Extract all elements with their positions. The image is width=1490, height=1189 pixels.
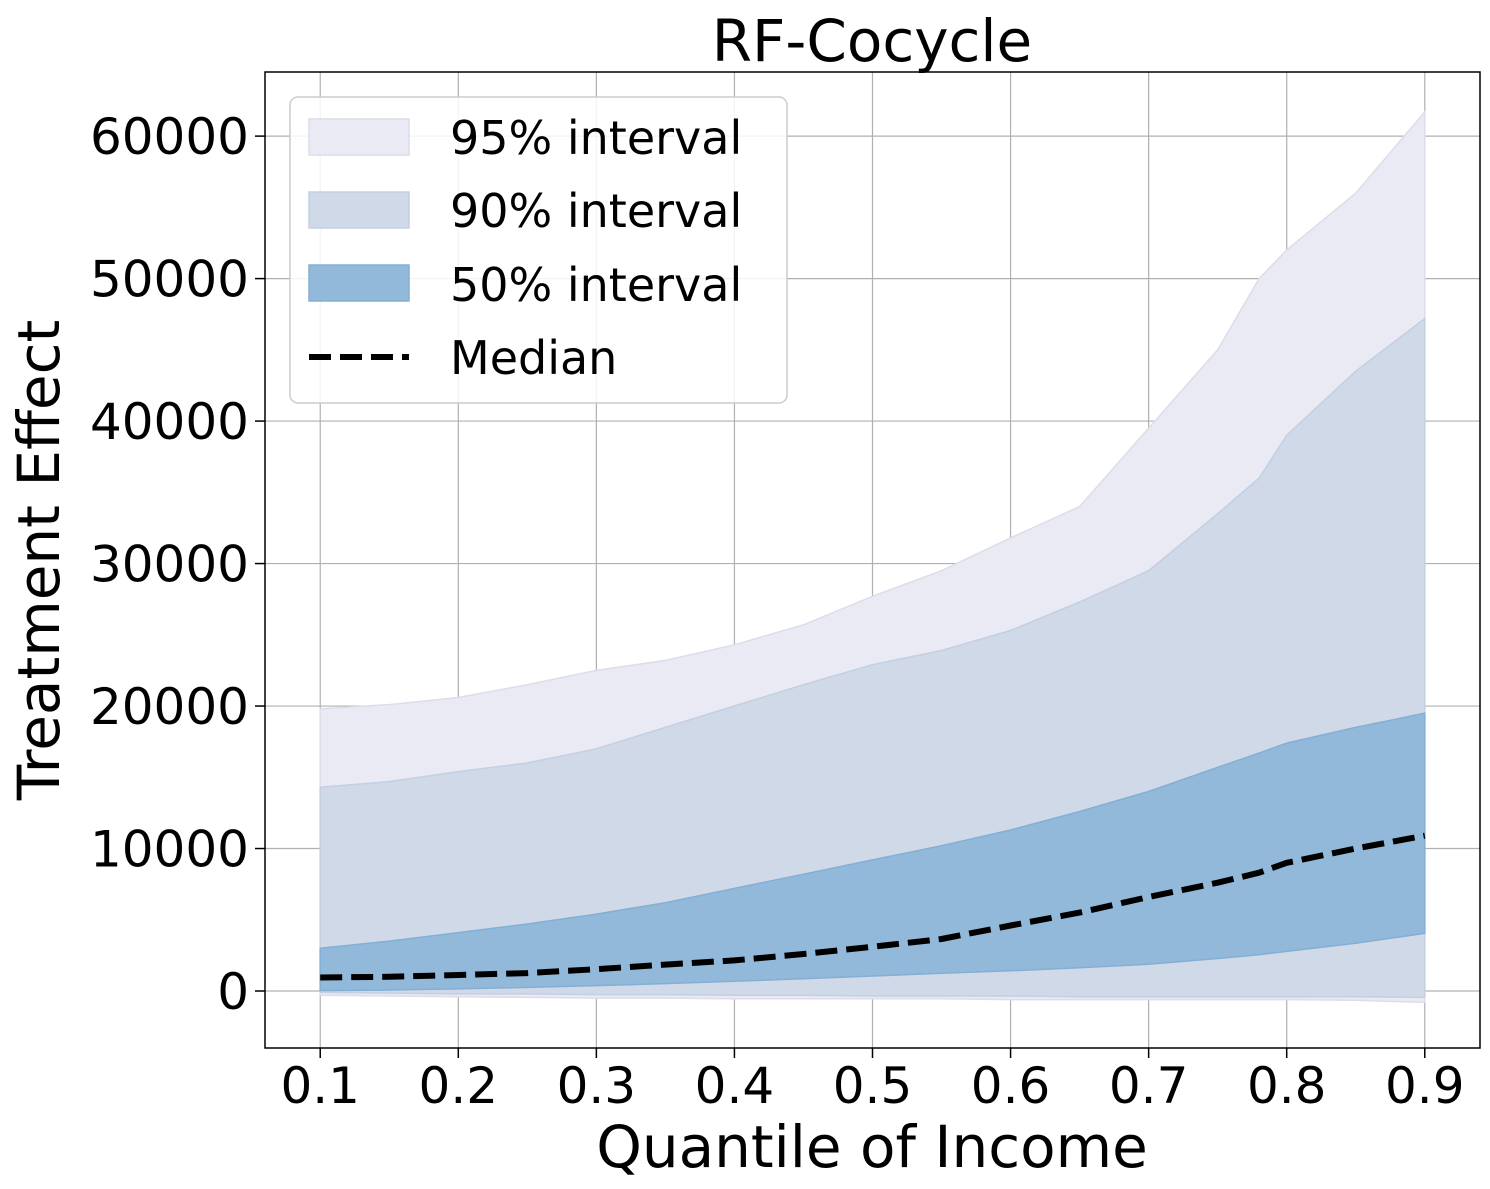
- median-line: [320, 832, 1426, 981]
- x-tick-label-5: 0.6: [971, 1057, 1051, 1115]
- x-tick-label-1: 0.2: [419, 1057, 499, 1115]
- y-tick-label-4: 40000: [90, 393, 249, 451]
- x-axis-label: Quantile of Income: [596, 1113, 1148, 1181]
- legend-box: [289, 96, 788, 404]
- y-axis-ticks: 0 10000 20000 30000 40000 50000 60000: [90, 108, 265, 1021]
- legend-swatch-90: [308, 191, 410, 229]
- y-tick-label-0: 0: [217, 963, 249, 1021]
- y-tick-label-2: 20000: [90, 678, 249, 736]
- y-axis-label: Treatment Effect: [5, 320, 73, 801]
- x-tick-label-6: 0.7: [1109, 1057, 1189, 1115]
- median-line-group: [320, 832, 1426, 981]
- y-tick-label-3: 30000: [90, 536, 249, 594]
- x-axis-ticks: 0.1 0.2 0.3 0.4 0.5 0.6 0.7 0.8 0.9: [280, 1048, 1465, 1115]
- x-tick-label-0: 0.1: [280, 1057, 360, 1115]
- band-50-interval: [319, 712, 1426, 992]
- legend-label-50: 50% interval: [450, 258, 742, 312]
- chart-title: RF-Cocycle: [712, 7, 1032, 75]
- y-tick-label-1: 10000: [90, 821, 249, 879]
- x-tick-label-4: 0.5: [833, 1057, 913, 1115]
- x-tick-label-7: 0.8: [1247, 1057, 1327, 1115]
- legend-label-median: Median: [450, 331, 617, 385]
- x-tick-label-8: 0.9: [1385, 1057, 1465, 1115]
- legend-label-95: 95% interval: [450, 111, 742, 165]
- y-tick-label-5: 50000: [90, 251, 249, 309]
- x-tick-label-2: 0.3: [557, 1057, 637, 1115]
- legend-swatch-95: [308, 118, 410, 156]
- interval-bands: [319, 109, 1426, 1004]
- legend-swatch-50: [308, 264, 410, 302]
- legend-label-90: 90% interval: [450, 184, 742, 238]
- y-tick-label-6: 60000: [90, 108, 249, 166]
- legend: 95% interval 90% interval 50% interval M…: [289, 96, 788, 404]
- x-tick-label-3: 0.4: [695, 1057, 775, 1115]
